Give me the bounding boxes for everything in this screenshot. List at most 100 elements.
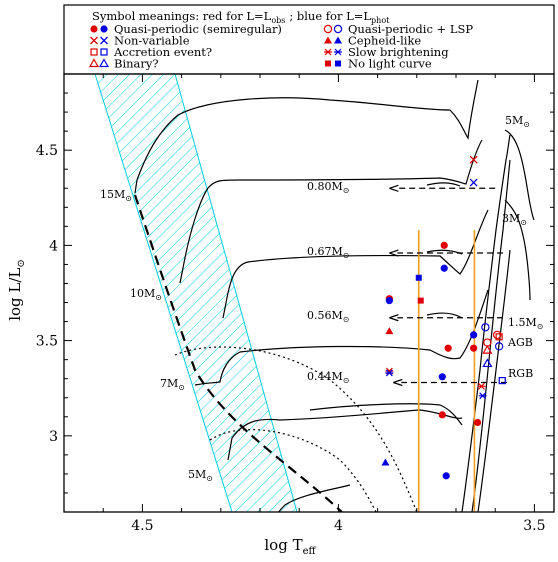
legend-entry: Cepheid-like — [324, 34, 421, 48]
y-tick-label: 4.5 — [36, 143, 58, 159]
dotted-track-low — [209, 429, 377, 512]
track-3msun — [309, 403, 463, 426]
data-point — [444, 344, 452, 352]
x-tick-label: 4 — [334, 518, 343, 534]
track-080-loop — [426, 182, 461, 187]
data-point — [495, 333, 503, 341]
data-point — [477, 382, 486, 390]
legend-marker-red — [324, 36, 332, 44]
data-point — [438, 373, 446, 381]
legend-marker-blue — [334, 48, 342, 56]
track-labels: 15M⊙ 10M⊙ 7M⊙ 5M⊙ 5M⊙ 3M⊙ 1.5M⊙ AGB RGB — [100, 114, 543, 483]
data-point — [469, 155, 478, 164]
data-point — [442, 472, 450, 480]
legend-marker-blue — [334, 36, 342, 44]
data-point — [478, 392, 487, 400]
agb-branch — [471, 159, 511, 512]
data-point — [482, 358, 493, 368]
data-point — [481, 323, 490, 332]
y-tick-label: 3 — [49, 429, 58, 445]
arrow-label-056: 0.56M⊙ — [307, 309, 349, 324]
legend-marker-blue — [333, 24, 343, 34]
data-point — [438, 411, 446, 419]
legend-marker-blue — [100, 36, 108, 45]
rgb-branch — [461, 134, 511, 512]
dotted-track — [174, 346, 418, 512]
y-tick-label: 3.5 — [36, 334, 58, 350]
label-7msun: 7M⊙ — [160, 377, 185, 392]
label-15msun: 15M⊙ — [100, 188, 132, 203]
evolution-tracks — [134, 79, 535, 512]
arrow-labels: 0.80M⊙ 0.67M⊙ 0.56M⊙ 0.44M⊙ — [307, 180, 349, 385]
instability-strip-region — [94, 74, 298, 512]
track-5msun-top — [504, 129, 535, 221]
legend-entry: Accretion event? — [90, 45, 212, 59]
data-point — [470, 331, 478, 339]
data-point — [482, 344, 493, 354]
legend-box — [63, 4, 555, 75]
legend-label: Accretion event? — [113, 45, 212, 59]
x-tick-label: 4.5 — [131, 518, 153, 534]
legend-entry: Quasi-periodic (semiregular) — [90, 22, 282, 36]
legend-marker-blue — [100, 25, 108, 33]
data-point — [498, 377, 506, 385]
rgb-branch-2 — [477, 249, 511, 512]
data-point — [417, 297, 424, 304]
legend-left-column: Quasi-periodic (semiregular)Non-variable… — [88, 22, 282, 71]
label-10msun: 10M⊙ — [130, 287, 162, 302]
arrow-label-080: 0.80M⊙ — [307, 180, 349, 195]
data-point — [494, 342, 504, 351]
legend-label: Binary? — [114, 57, 159, 71]
legend-marker-red — [325, 60, 331, 67]
zams-line — [133, 194, 344, 512]
label-rgb: RGB — [508, 367, 533, 380]
arrow-label-044: 0.44M⊙ — [307, 370, 349, 385]
mass-arrow — [389, 314, 504, 322]
track-10msun — [179, 139, 483, 284]
mass-arrow — [393, 378, 507, 387]
label-agb: AGB — [507, 336, 533, 349]
legend-marker-red — [90, 25, 98, 33]
data-point — [470, 344, 478, 352]
label-3msun: 3M⊙ — [502, 212, 527, 227]
data-point — [415, 274, 422, 281]
data-point — [385, 369, 394, 377]
legend-label: Non-variable — [114, 34, 190, 48]
legend-label: Slow brightening — [348, 45, 449, 59]
plot-frame — [63, 73, 555, 513]
legend: Symbol meanings: red for L=Lobs; blue fo… — [63, 4, 555, 75]
track-056-loop — [426, 312, 463, 319]
data-point — [440, 264, 448, 272]
track-5msun-loop — [277, 484, 351, 512]
data-point — [381, 458, 390, 466]
legend-label: Quasi-periodic + LSP — [348, 22, 473, 36]
legend-marker-blue — [98, 58, 110, 68]
x-tick-label: 3.5 — [523, 518, 545, 534]
data-point — [473, 418, 482, 427]
legend-entry: Quasi-periodic + LSP — [323, 22, 473, 36]
legend-entry: No light curve — [325, 57, 432, 71]
legend-marker-red — [88, 58, 100, 68]
arrow-label-067: 0.67M⊙ — [307, 245, 349, 260]
data-point — [440, 241, 448, 249]
data-point — [385, 327, 394, 335]
label-5msun-low: 5M⊙ — [188, 468, 213, 483]
legend-marker-red — [90, 36, 98, 45]
label-5msun-high: 5M⊙ — [505, 114, 530, 129]
axis-ticks: 4.5 4 3.5 3 3.5 4 4.5 — [36, 74, 554, 534]
legend-entry: Binary? — [88, 57, 159, 71]
mass-arrow — [389, 249, 504, 257]
legend-label: Cepheid-like — [348, 34, 421, 48]
data-point — [385, 297, 393, 305]
legend-marker-red — [324, 48, 332, 56]
legend-marker-blue — [100, 48, 108, 56]
data-point — [469, 178, 478, 187]
track-5msun — [194, 289, 489, 386]
legend-label: Quasi-periodic (semiregular) — [114, 22, 282, 36]
track-3msun-top — [504, 199, 531, 301]
orange-vertical-lines — [417, 230, 476, 512]
label-1p5msun: 1.5M⊙ — [508, 316, 543, 331]
